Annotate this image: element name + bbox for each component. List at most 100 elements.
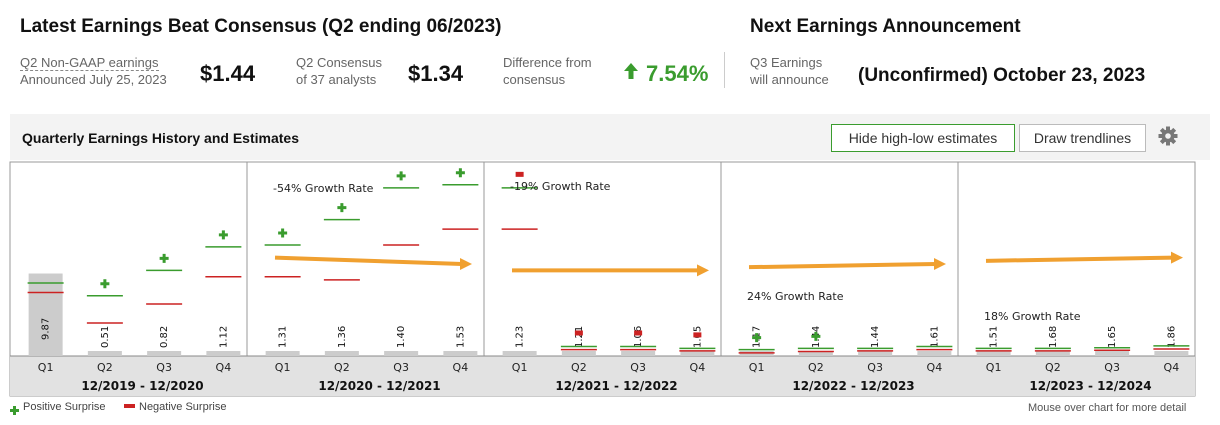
value-label: 1.40 <box>396 326 407 348</box>
growth-rate-label: -54% Growth Rate <box>273 182 374 195</box>
value-label: 1.86 <box>1166 326 1177 348</box>
draw-trendlines-button[interactable]: Draw trendlines <box>1019 124 1146 152</box>
value-label: 1.23 <box>515 326 526 348</box>
mouse-over-note: Mouse over chart for more detail <box>1028 402 1187 414</box>
header-divider <box>724 52 725 88</box>
growth-rate-label: -19% Growth Rate <box>510 180 611 193</box>
consensus-value: $1.34 <box>408 61 464 86</box>
period-label: 12/2023 - 12/2024 <box>1029 379 1151 393</box>
earnings-bar <box>324 351 359 356</box>
consensus-label: Q2 Consensus of 37 analysts <box>296 54 382 88</box>
q2-earnings-label-line2: Announced July 25, 2023 <box>20 72 167 87</box>
earnings-bar <box>858 351 893 356</box>
value-label: 1.51 <box>989 326 1000 348</box>
hide-high-low-button[interactable]: Hide high-low estimates <box>831 124 1015 152</box>
difference-value: 7.54% <box>646 61 709 86</box>
quarter-label: Q3 <box>156 361 172 374</box>
consensus-label-line2: of 37 analysts <box>296 72 377 87</box>
next-earnings-title: Next Earnings Announcement <box>750 16 1021 37</box>
positive-surprise-marker <box>752 333 762 343</box>
positive-surprise-marker <box>159 253 169 263</box>
period-label: 12/2021 - 12/2022 <box>555 379 677 393</box>
earnings-bar <box>621 351 656 356</box>
quarter-label: Q2 <box>97 361 113 374</box>
earnings-bar <box>147 351 182 356</box>
positive-surprise-marker <box>278 228 288 238</box>
earnings-bar <box>87 351 122 356</box>
q3-earnings-label-line2: will announce <box>750 72 829 87</box>
quarter-label: Q4 <box>216 361 232 374</box>
latest-earnings-title: Latest Earnings Beat Consensus (Q2 endin… <box>20 16 502 37</box>
quarter-label: Q4 <box>690 361 706 374</box>
quarter-label: Q3 <box>1104 361 1120 374</box>
earnings-bar <box>561 351 596 356</box>
legend-negative: Negative Surprise <box>139 401 227 413</box>
earnings-bar <box>1095 351 1130 356</box>
difference-label-line2: consensus <box>503 72 566 87</box>
quarter-label: Q1 <box>512 361 528 374</box>
quarter-label: Q3 <box>393 361 409 374</box>
difference-label-line1: Difference from <box>503 55 592 70</box>
consensus-label-line1: Q2 Consensus <box>296 55 382 70</box>
value-label: 1.21 <box>574 326 585 348</box>
earnings-chart[interactable]: 9.87 Q1 0.51 Q2 0.82 Q3 1.12 Q4 12/2019 - 12/202… <box>0 160 1220 400</box>
value-label: 1.44 <box>870 326 881 348</box>
value-label: 1.36 <box>337 326 348 348</box>
minus-icon <box>124 404 135 408</box>
positive-surprise-marker <box>455 168 465 178</box>
quarter-label: Q4 <box>453 361 469 374</box>
negative-surprise-marker <box>634 330 643 336</box>
quarter-label: Q2 <box>334 361 350 374</box>
trend-line <box>274 255 463 266</box>
growth-rate-label: 24% Growth Rate <box>747 290 844 303</box>
value-label: 1.31 <box>278 326 289 348</box>
q3-announce-date: (Unconfirmed) October 23, 2023 <box>858 65 1146 86</box>
q3-earnings-label: Q3 Earnings will announce <box>750 54 829 88</box>
growth-rate-label: 18% Growth Rate <box>984 310 1081 323</box>
value-label: 1.12 <box>218 326 229 348</box>
positive-surprise-marker <box>396 171 406 181</box>
value-label: 1.68 <box>1048 326 1059 348</box>
positive-surprise-marker <box>337 203 347 213</box>
negative-surprise-marker <box>693 332 702 338</box>
quarter-label: Q3 <box>630 361 646 374</box>
positive-surprise-marker <box>218 230 228 240</box>
trend-arrow <box>460 258 472 270</box>
quarter-label: Q2 <box>1045 361 1061 374</box>
trend-arrow <box>1171 251 1183 264</box>
plus-icon <box>10 402 19 420</box>
arrow-up-icon <box>623 62 639 85</box>
trend-arrow <box>697 264 709 277</box>
trend-line <box>985 255 1174 263</box>
earnings-bar <box>917 351 952 356</box>
period-label: 12/2019 - 12/2020 <box>81 379 203 393</box>
earnings-bar <box>28 273 63 356</box>
quarter-label: Q4 <box>1164 361 1180 374</box>
earnings-bar <box>443 351 478 356</box>
earnings-bar <box>265 351 300 356</box>
chart-panel-title: Quarterly Earnings History and Estimates <box>22 130 299 146</box>
value-label: 0.82 <box>159 326 170 348</box>
q2-earnings-label[interactable]: Q2 Non-GAAP earnings Announced July 25, … <box>20 54 167 88</box>
gear-icon[interactable] <box>1157 125 1179 152</box>
trend-arrow <box>934 258 946 270</box>
positive-surprise-marker <box>811 331 821 341</box>
q2-earnings-value: $1.44 <box>200 61 256 86</box>
earnings-bar <box>680 351 715 356</box>
difference-label: Difference from consensus <box>503 54 592 88</box>
value-label: 1.53 <box>455 326 466 348</box>
value-label: 9.87 <box>41 318 52 340</box>
q3-earnings-label-line1: Q3 Earnings <box>750 55 823 70</box>
value-label: 1.06 <box>633 326 644 348</box>
earnings-bar <box>1154 351 1189 356</box>
quarter-label: Q1 <box>749 361 765 374</box>
trend-line <box>748 262 937 270</box>
q2-earnings-label-line1[interactable]: Q2 Non-GAAP earnings <box>20 55 159 71</box>
legend-positive: Positive Surprise <box>23 401 106 413</box>
quarter-label: Q3 <box>867 361 883 374</box>
value-label: 1.65 <box>1107 326 1118 348</box>
earnings-bar <box>384 351 419 356</box>
period-label: 12/2020 - 12/2021 <box>318 379 440 393</box>
earnings-bar <box>1035 351 1070 356</box>
period-label: 12/2022 - 12/2023 <box>792 379 914 393</box>
